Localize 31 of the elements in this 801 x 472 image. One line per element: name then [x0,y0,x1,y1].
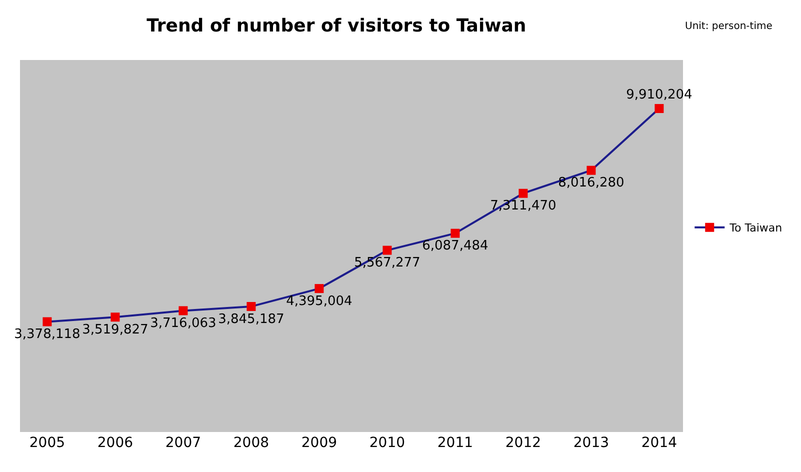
point [450,228,460,238]
x-tick-label: 2013 [573,435,610,451]
x-tick-label: 2007 [165,435,202,451]
point [246,302,256,311]
data-label: 8,016,280 [558,176,624,191]
data-label: 6,087,484 [422,238,488,254]
x-tick-label: 2012 [505,435,542,451]
x-tick-label: 2011 [437,435,474,451]
point [42,317,52,326]
point [586,166,596,175]
chart-title: Trend of number of visitors to Taiwan [146,15,526,36]
x-tick-label: 2010 [369,435,406,451]
x-tick-label: 2014 [641,435,678,451]
legend-label: To Taiwan [728,222,782,235]
x-tick-label: 2006 [97,435,134,451]
point [518,188,528,198]
data-label: 9,910,204 [626,88,692,103]
x-tick-label: 2008 [233,435,270,451]
data-label: 3,519,827 [82,322,148,338]
data-label: 3,845,187 [218,312,284,327]
point [178,306,188,316]
data-label: 3,378,118 [14,327,80,342]
point [314,284,324,294]
data-label: 4,395,004 [286,294,352,309]
x-tick-label: 2005 [29,435,66,451]
data-label: 3,716,063 [150,316,216,332]
x-tick-label: 2009 [301,435,338,451]
point [382,246,392,255]
point [110,312,120,322]
text: Unit: person-time [685,21,772,32]
point [654,104,664,114]
